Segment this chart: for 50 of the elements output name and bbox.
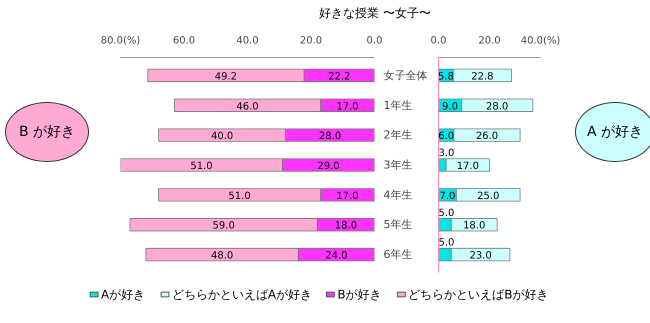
data-label: 6.0 <box>438 131 454 142</box>
data-label: 29.0 <box>317 161 340 172</box>
data-label: 28.0 <box>318 131 342 142</box>
y-tick-label: 女子全体 <box>384 68 428 82</box>
legend-label: Aが好き <box>101 288 146 302</box>
legend-label: どちらかといえばAが好き <box>172 288 312 302</box>
data-label: 22.2 <box>328 71 350 82</box>
data-label: 18.0 <box>463 220 486 232</box>
data-label: 48.0 <box>210 250 234 262</box>
legend-label: どちらかといえばBが好き <box>408 288 548 302</box>
data-label: 18.0 <box>334 220 358 232</box>
data-label: 17.0 <box>456 161 479 172</box>
text: B が好き <box>18 123 76 142</box>
data-label: 23.0 <box>469 250 492 262</box>
data-label: 40.0 <box>210 131 234 142</box>
data-label: 59.0 <box>212 220 235 232</box>
data-label: 51.0 <box>190 161 213 172</box>
legend-label: Bが好き <box>337 288 382 302</box>
y-tick-label: 1年生 <box>384 98 412 112</box>
data-label: 51.0 <box>228 190 251 202</box>
x-tick-label: 40.0(%) <box>520 36 560 46</box>
x-tick-label: 80.0(%) <box>100 36 140 46</box>
data-label: 9.0 <box>442 101 458 112</box>
y-tick-label: 2年生 <box>384 128 412 142</box>
chart-title: 好きな授業 〜女子〜 <box>319 5 431 22</box>
data-label: 28.0 <box>486 101 508 112</box>
y-tick-label: 4年生 <box>384 188 412 202</box>
x-tick-label: 40.0 <box>236 36 259 46</box>
data-label: 22.8 <box>471 71 494 82</box>
data-label: 5.8 <box>438 71 454 82</box>
data-label: 17.0 <box>336 190 359 202</box>
data-label: 26.0 <box>476 131 498 142</box>
data-label: 5.0 <box>438 208 454 219</box>
data-label: 3.0 <box>438 148 454 160</box>
data-label: 17.0 <box>336 101 359 112</box>
y-tick-label: 3年生 <box>384 158 412 172</box>
data-label: 25.0 <box>477 190 500 202</box>
x-tick-label: 0.0 <box>366 36 382 46</box>
text: A が好き <box>586 123 644 142</box>
y-tick-label: 5年生 <box>384 218 412 232</box>
data-label: 49.2 <box>214 71 238 82</box>
x-tick-label: 60.0 <box>172 36 196 46</box>
data-label: 7.0 <box>439 190 456 202</box>
data-label: 46.0 <box>236 101 259 112</box>
x-tick-label: 20.0 <box>478 36 501 46</box>
x-tick-label: 0.0 <box>430 36 446 46</box>
data-label: 24.0 <box>325 250 348 262</box>
y-tick-label: 6年生 <box>384 248 412 262</box>
data-label: 5.0 <box>438 238 454 249</box>
x-tick-label: 20.0 <box>300 36 322 46</box>
